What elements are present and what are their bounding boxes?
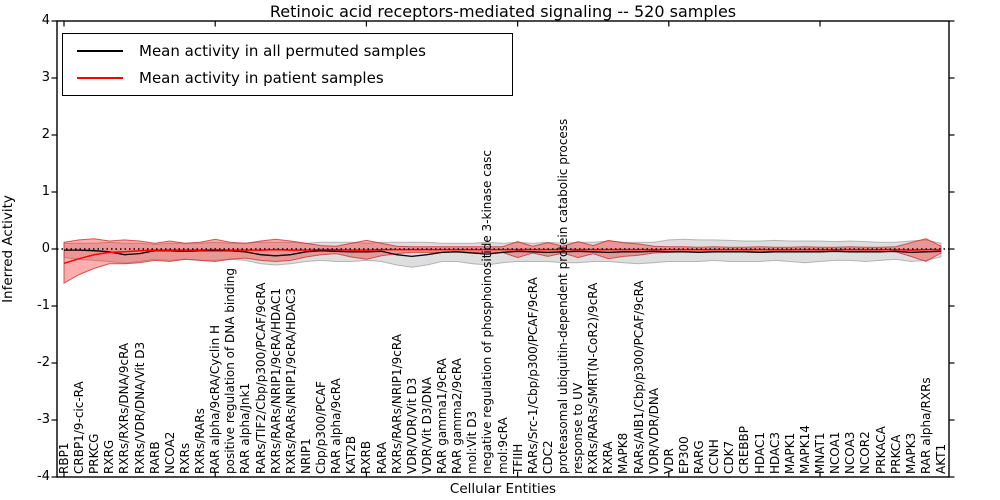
legend-label-patient: Mean activity in patient samples: [139, 68, 384, 87]
permuted-mean-line: [64, 249, 942, 258]
legend: Mean activity in all permuted samples Me…: [62, 33, 513, 96]
patient-line-swatch: [77, 76, 123, 79]
legend-item-permuted: Mean activity in all permuted samples: [77, 42, 512, 60]
x-axis-title: Cellular Entities: [449, 481, 557, 497]
legend-label-permuted: Mean activity in all permuted samples: [139, 42, 426, 61]
chart-title: Retinoic acid receptors-mediated signali…: [269, 2, 737, 21]
permuted-line-swatch: [77, 50, 123, 53]
permuted-range-band: [63, 238, 942, 268]
legend-item-patient: Mean activity in patient samples: [77, 69, 512, 87]
